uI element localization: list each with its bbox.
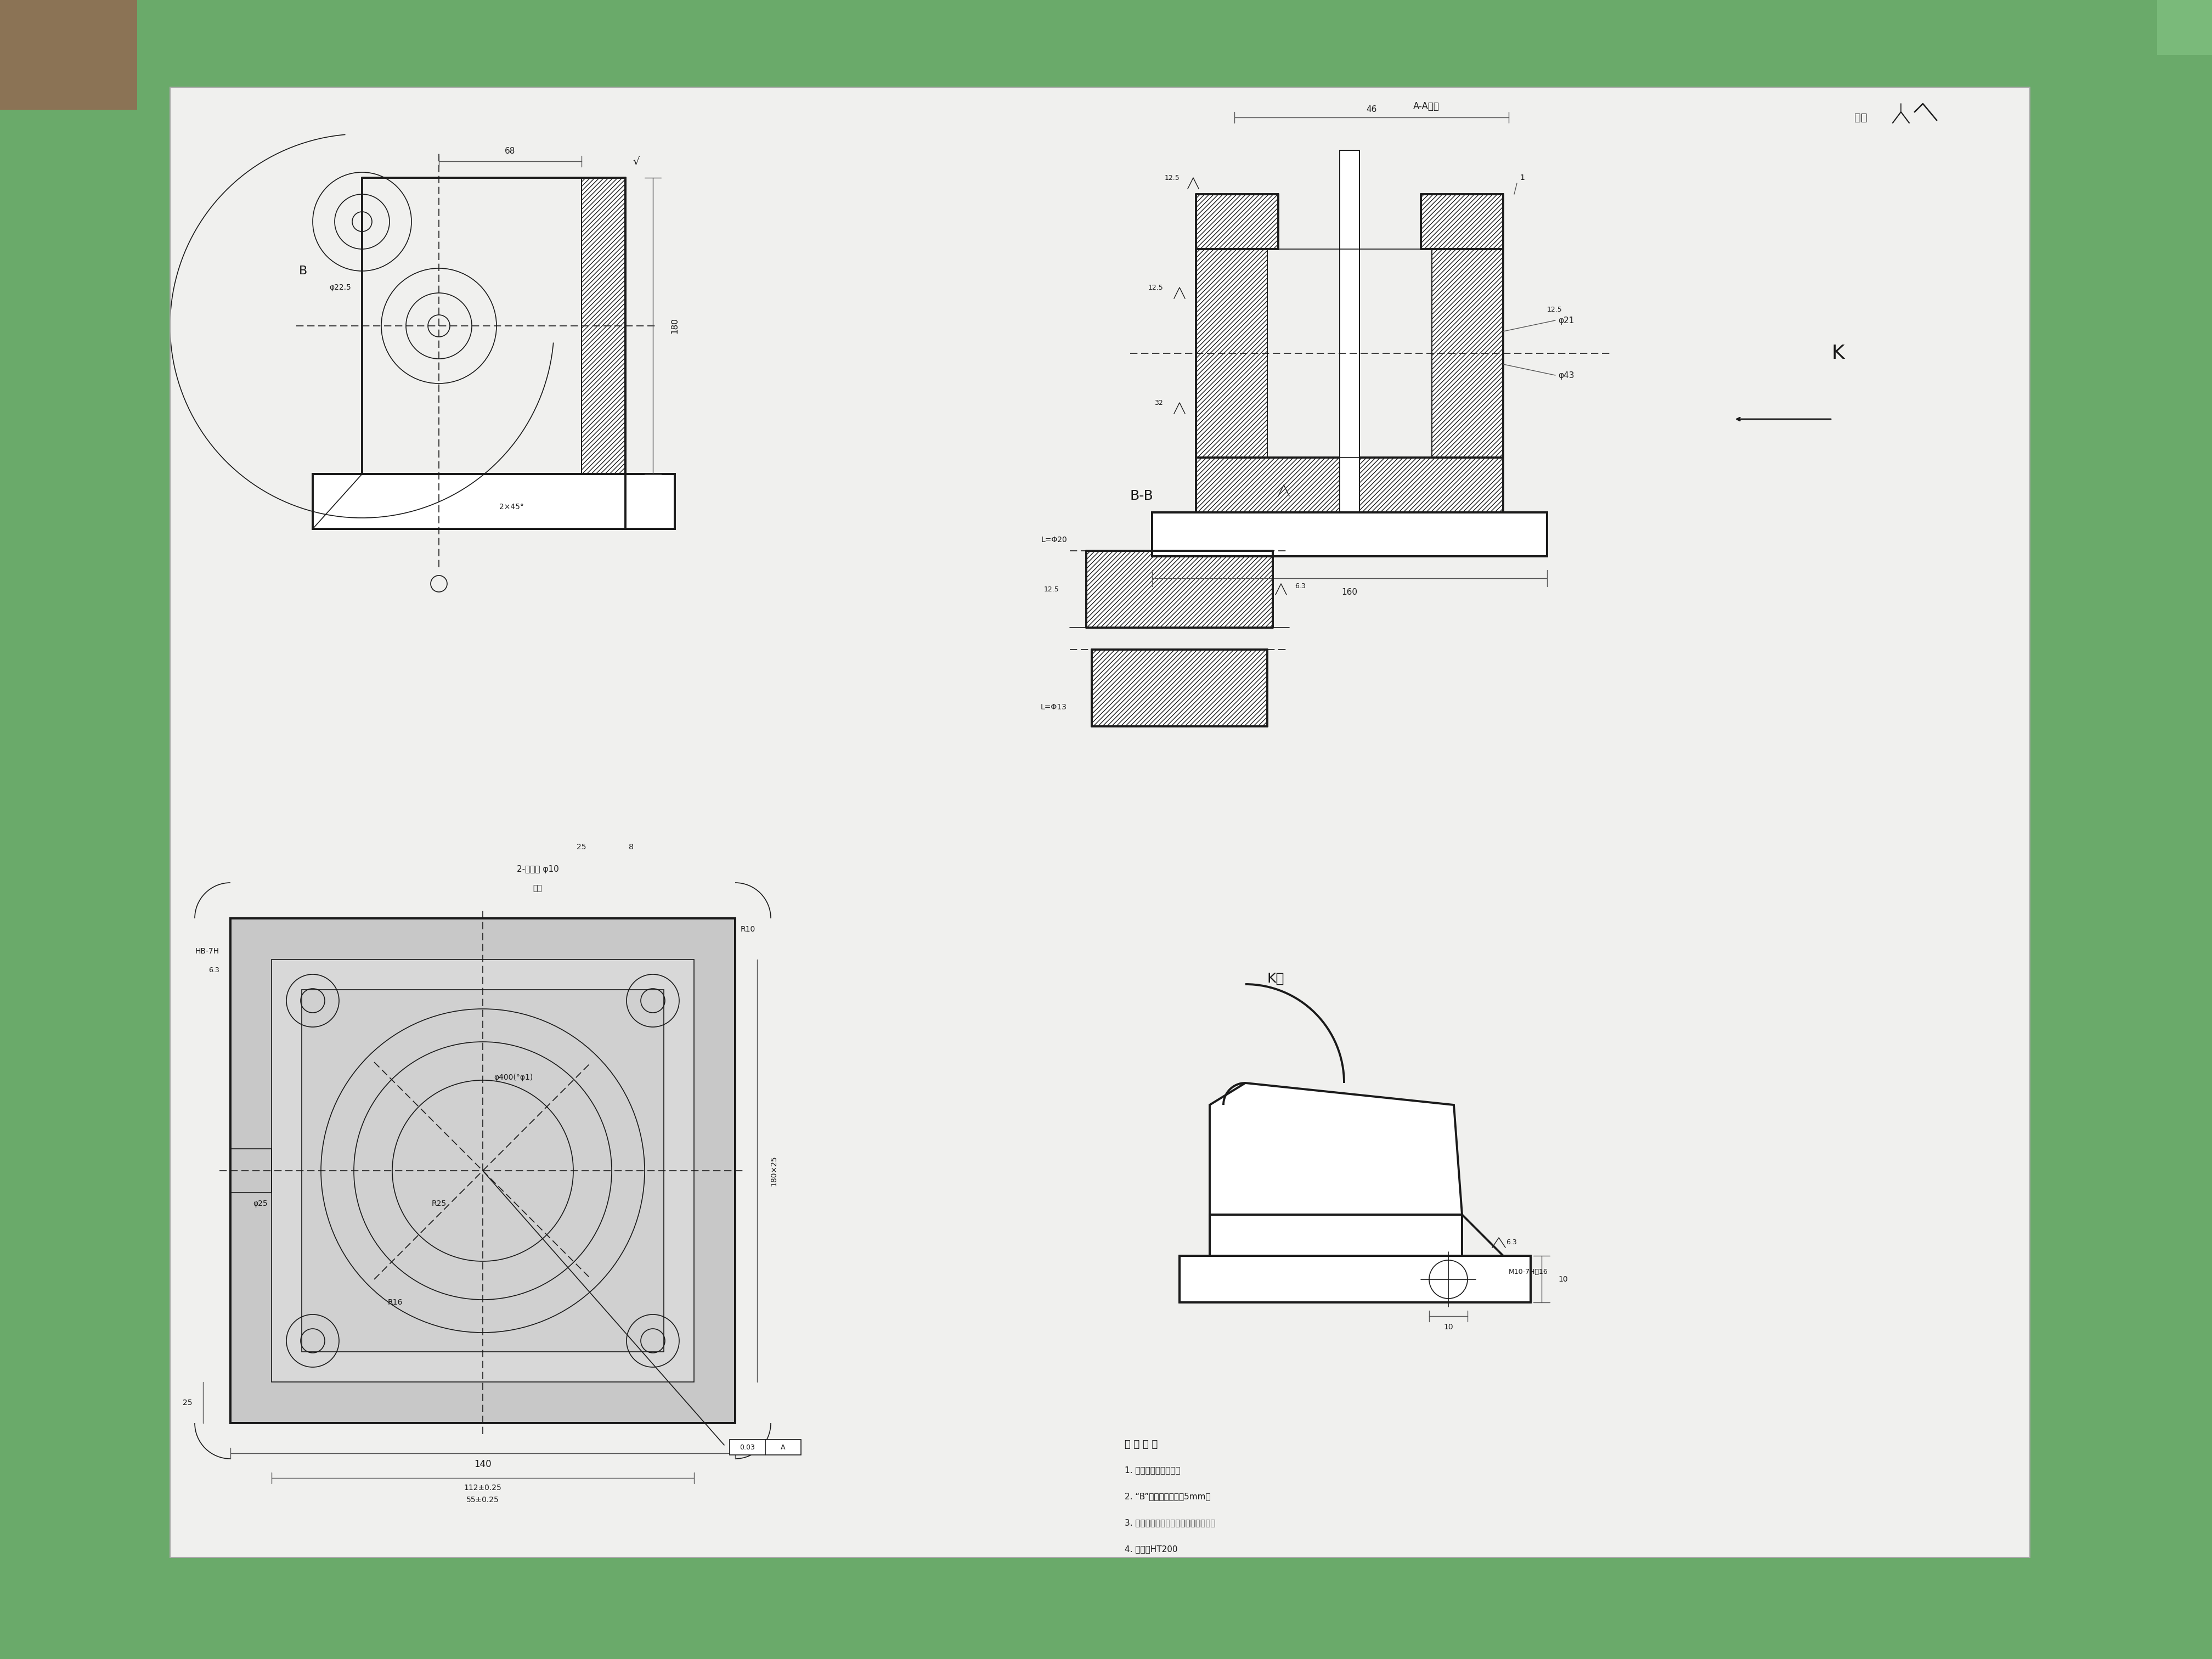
Text: K向: K向 xyxy=(1267,972,1285,985)
Polygon shape xyxy=(1210,1083,1462,1214)
Text: R10: R10 xyxy=(741,926,757,932)
Bar xyxy=(2157,0,2212,55)
Text: 8: 8 xyxy=(628,843,633,851)
Text: 2. “B”孔允许插入深度5mm；: 2. “B”孔允许插入深度5mm； xyxy=(1124,1491,1210,1500)
Text: 6.3: 6.3 xyxy=(1294,582,1305,591)
Text: A: A xyxy=(781,1443,785,1452)
Text: 12.5: 12.5 xyxy=(1546,305,1562,314)
Text: φ21: φ21 xyxy=(1557,317,1575,325)
Text: 12.5: 12.5 xyxy=(1164,174,1179,181)
Bar xyxy=(1197,194,1279,249)
Bar xyxy=(230,919,734,1423)
Bar xyxy=(1086,551,1272,627)
Text: 160: 160 xyxy=(1343,587,1358,596)
Text: 68: 68 xyxy=(504,148,515,156)
Text: 2-螺小孔 φ10: 2-螺小孔 φ10 xyxy=(518,864,560,873)
Text: 技 术 要 求: 技 术 要 求 xyxy=(1124,1440,1157,1450)
Text: B: B xyxy=(299,265,307,277)
Text: φ43: φ43 xyxy=(1557,372,1575,380)
Text: 2×45°: 2×45° xyxy=(500,503,524,511)
Text: φ22.5: φ22.5 xyxy=(330,284,352,292)
Bar xyxy=(730,1440,801,1455)
Text: φ25: φ25 xyxy=(254,1199,268,1208)
Text: R16: R16 xyxy=(387,1299,403,1306)
Bar xyxy=(1197,458,1504,513)
Text: 12.5: 12.5 xyxy=(1148,284,1164,290)
Text: A-A剖视: A-A剖视 xyxy=(1413,101,1440,111)
Text: 1: 1 xyxy=(1520,174,1524,181)
Bar xyxy=(1197,249,1267,458)
Text: 140: 140 xyxy=(473,1460,491,1470)
Text: 32: 32 xyxy=(1155,400,1164,406)
Text: K: K xyxy=(1832,343,1845,363)
Text: 10: 10 xyxy=(1444,1324,1453,1331)
Text: 4. 材料：HT200: 4. 材料：HT200 xyxy=(1124,1545,1177,1553)
Text: φ400(°φ1): φ400(°φ1) xyxy=(493,1073,533,1082)
Bar xyxy=(312,474,675,529)
Text: 55±0.25: 55±0.25 xyxy=(467,1496,500,1503)
Bar xyxy=(272,959,695,1382)
Text: 6.3: 6.3 xyxy=(1506,1239,1517,1246)
Text: √: √ xyxy=(633,156,639,166)
Text: 0.03: 0.03 xyxy=(739,1443,754,1452)
Bar xyxy=(1152,513,1546,556)
Text: R25: R25 xyxy=(431,1199,447,1208)
Bar xyxy=(1420,194,1504,249)
Text: 1. 铸件须经时效处理；: 1. 铸件须经时效处理； xyxy=(1124,1467,1181,1475)
Text: 180×25: 180×25 xyxy=(770,1155,776,1186)
Text: 6.3: 6.3 xyxy=(208,967,219,974)
Bar xyxy=(170,88,2031,1558)
Bar xyxy=(0,0,137,109)
Text: B-B: B-B xyxy=(1130,489,1155,503)
Bar xyxy=(230,919,734,1423)
Bar xyxy=(170,88,2031,1558)
Bar xyxy=(1340,151,1360,556)
Text: M10-7H深16: M10-7H深16 xyxy=(1509,1269,1548,1276)
Text: HB-7H: HB-7H xyxy=(195,947,219,956)
Bar xyxy=(1179,1256,1531,1302)
Text: 46: 46 xyxy=(1367,105,1376,113)
Text: 25: 25 xyxy=(181,1399,192,1407)
Text: 其余: 其余 xyxy=(1854,113,1867,123)
Text: 12.5: 12.5 xyxy=(1044,586,1060,592)
Text: 配作: 配作 xyxy=(533,884,542,893)
Text: 10: 10 xyxy=(1557,1276,1568,1282)
Text: L=Φ13: L=Φ13 xyxy=(1042,703,1066,712)
Text: 180: 180 xyxy=(670,319,679,333)
Text: L=Φ20: L=Φ20 xyxy=(1042,536,1066,544)
Text: 112±0.25: 112±0.25 xyxy=(465,1485,502,1491)
Bar xyxy=(1210,1214,1462,1256)
Text: 25: 25 xyxy=(577,843,586,851)
Bar xyxy=(1431,249,1504,458)
Bar xyxy=(301,990,664,1352)
Bar xyxy=(1093,650,1267,727)
Text: 3. 铸件不得有气孔、沙眼等铸造缺陷；: 3. 铸件不得有气孔、沙眼等铸造缺陷； xyxy=(1124,1518,1214,1526)
Bar xyxy=(582,178,626,474)
